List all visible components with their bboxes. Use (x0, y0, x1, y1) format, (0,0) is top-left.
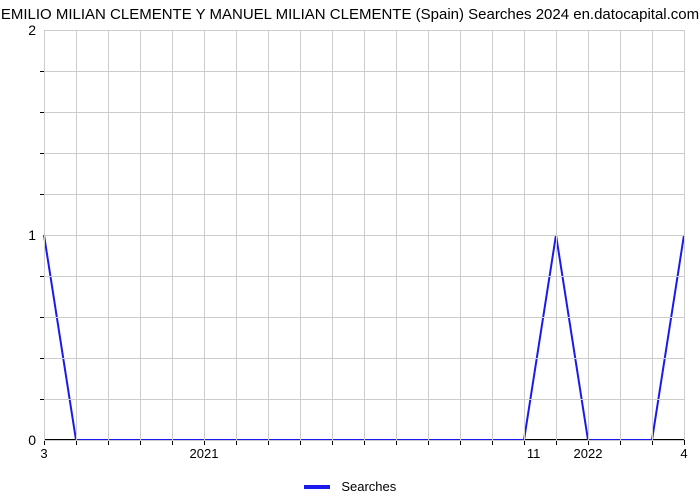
gridline-horizontal-minor (44, 112, 684, 113)
gridline-horizontal-minor (44, 194, 684, 195)
y-tick-label: 2 (28, 22, 36, 38)
x-tick-label-small: 3 (40, 446, 47, 461)
gridline-horizontal-minor (44, 153, 684, 154)
gridline-horizontal (44, 440, 684, 441)
gridline-horizontal-minor (44, 317, 684, 318)
gridline-horizontal-minor (44, 276, 684, 277)
y-tick-label: 0 (28, 432, 36, 448)
x-tick-label-small: 11 (527, 446, 541, 461)
y-tick-label: 1 (28, 227, 36, 243)
legend-label: Searches (341, 479, 396, 494)
x-tick (684, 440, 685, 445)
chart-title: EMILIO MILIAN CLEMENTE Y MANUEL MILIAN C… (0, 6, 700, 23)
gridline-vertical (684, 30, 685, 440)
x-tick-label-year: 2022 (574, 446, 603, 461)
gridline-horizontal-minor (44, 399, 684, 400)
legend-swatch (304, 485, 330, 489)
chart-container: EMILIO MILIAN CLEMENTE Y MANUEL MILIAN C… (0, 0, 700, 500)
gridline-horizontal (44, 235, 684, 236)
x-tick-label-year: 2021 (190, 446, 219, 461)
x-tick-label-small: 4 (680, 446, 687, 461)
legend: Searches (0, 478, 700, 494)
plot-area: 012202120223114 (44, 30, 684, 440)
gridline-horizontal-minor (44, 71, 684, 72)
gridline-horizontal-minor (44, 358, 684, 359)
gridline-horizontal (44, 30, 684, 31)
